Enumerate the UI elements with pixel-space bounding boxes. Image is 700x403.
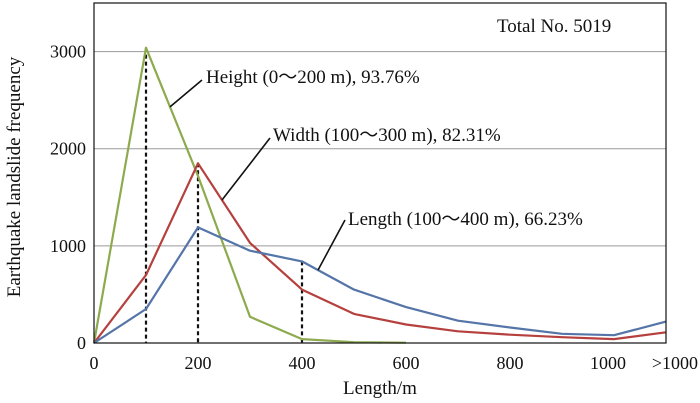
series-line-height: [92, 46, 407, 344]
drop-lines: [144, 47, 304, 343]
x-tick-label: 0: [90, 353, 99, 373]
annotation-height: Height (0～200 m), 93.76%: [206, 67, 420, 88]
y-tick-label: 1000: [50, 236, 86, 256]
leader-line-length: [317, 219, 346, 271]
x-tick-label: 600: [393, 353, 420, 373]
x-axis-label: Length/m: [343, 378, 417, 399]
series-line-width: [93, 162, 667, 344]
series-lines: [92, 46, 667, 344]
annotation-width: Width (100～300 m), 82.31%: [273, 125, 501, 146]
y-axis-label: Earthquake landslide frequency: [4, 56, 25, 297]
y-tick-label: 3000: [50, 42, 86, 62]
x-tick-label: 1000: [590, 353, 626, 373]
y-tick-labels: 0 1000 2000 3000: [50, 42, 86, 353]
y-tick-label: 0: [77, 333, 86, 353]
series-line-length: [93, 226, 667, 344]
y-tick-label: 2000: [50, 139, 86, 159]
leader-line-height: [169, 79, 203, 108]
x-tick-label: 800: [497, 353, 524, 373]
x-tick-label: >1000: [652, 353, 698, 373]
x-tick-label: 400: [289, 353, 316, 373]
total-count-label: Total No. 5019: [497, 16, 611, 37]
plot-frame: [93, 2, 667, 344]
x-tick-labels: 0 200 400 600 800 1000 >1000: [90, 353, 699, 373]
x-tick-label: 200: [185, 353, 212, 373]
annotation-length: Length (100～400 m), 66.23%: [348, 209, 583, 230]
annotation-leaders: [169, 79, 346, 271]
gridlines: [94, 51, 666, 247]
leader-line-width: [221, 137, 271, 201]
